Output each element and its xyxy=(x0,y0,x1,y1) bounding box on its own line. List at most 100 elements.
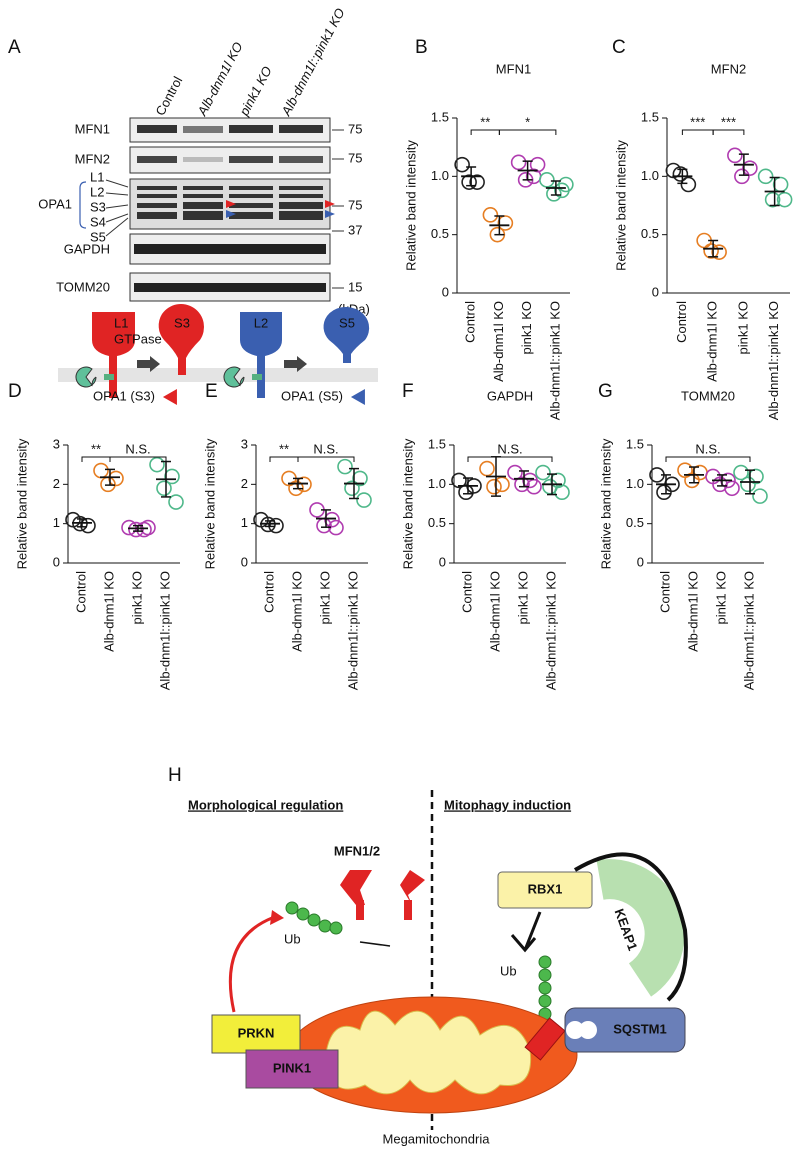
lane-labels: Control Alb-dnm1l KO pink1 KO Alb-dnm1l:… xyxy=(152,6,347,119)
significance-label: ** xyxy=(91,441,101,456)
mw-marker: 75 xyxy=(348,121,362,136)
band xyxy=(134,283,326,292)
data-point xyxy=(734,168,750,185)
chart-title: OPA1 (S3) xyxy=(93,388,155,403)
data-point xyxy=(451,472,467,489)
protease xyxy=(75,366,97,388)
section-title: Mitophagy induction xyxy=(444,797,571,812)
y-tick-label: 0 xyxy=(442,284,449,299)
title-marker xyxy=(162,389,177,405)
x-tick-label: Control xyxy=(459,571,474,613)
row-label: OPA1 xyxy=(38,196,72,211)
sqstm1-box xyxy=(564,1007,686,1053)
prkn-box xyxy=(211,1014,301,1054)
significance-label: N.S. xyxy=(695,441,720,456)
lane-label: Control xyxy=(152,74,185,118)
data-point xyxy=(454,156,470,173)
arrow xyxy=(359,941,391,947)
data-point xyxy=(514,476,530,493)
row-labels: MFN1 MFN2 OPA1 GAPDH TOMM20 xyxy=(38,121,110,294)
cartoon-label: S3 xyxy=(174,315,190,330)
data-point xyxy=(546,186,562,202)
data-point xyxy=(680,176,697,193)
data-point xyxy=(93,462,109,479)
significance-bracket xyxy=(109,456,167,462)
protein-label: PINK1 xyxy=(273,1060,311,1075)
y-tick-label: 1.5 xyxy=(626,436,644,451)
x-tick-label: Control xyxy=(73,571,88,613)
band-label: S3 xyxy=(90,199,106,214)
opa1-cartoon: L1 GTPase S3 L2 S5 xyxy=(58,303,378,398)
band xyxy=(137,156,177,163)
band xyxy=(183,126,223,133)
y-tick-label: 0.5 xyxy=(428,515,446,530)
x-tick-label: pink1 KO xyxy=(129,571,144,624)
arrow xyxy=(137,356,160,372)
y-tick-label: 0.5 xyxy=(431,226,449,241)
x-tick-label: Alb-dnm1l KO xyxy=(101,571,116,652)
band xyxy=(134,244,326,254)
x-tick-label: Alb-dnm1l::pink1 KO xyxy=(547,301,562,420)
data-point xyxy=(268,517,284,534)
model-diagram: H Morphological regulation Mitophagy ind… xyxy=(168,765,688,1146)
data-point xyxy=(482,207,499,223)
data-point xyxy=(684,472,700,489)
cartoon-label: L1 xyxy=(114,315,128,330)
opa1-bands xyxy=(137,186,323,220)
data-point xyxy=(764,191,781,208)
band xyxy=(279,156,323,163)
data-point xyxy=(727,147,743,164)
panel-letter: A xyxy=(8,37,21,58)
data-point xyxy=(469,174,485,190)
opa1-l2 xyxy=(240,312,282,398)
y-tick-label: 1 xyxy=(53,515,60,530)
protein-label: RBX1 xyxy=(528,881,563,896)
s3-arrow xyxy=(226,200,236,208)
y-axis-label: Relative band intensity xyxy=(403,140,418,271)
row-label: TOMM20 xyxy=(56,279,110,294)
panel-letter: F xyxy=(402,381,414,402)
arrow xyxy=(284,356,307,372)
protein-label: PRKN xyxy=(238,1025,275,1040)
row-label: MFN1 xyxy=(75,121,110,136)
data-point xyxy=(356,492,372,508)
band-label: L2 xyxy=(90,184,104,199)
feedback-arrow xyxy=(573,852,688,1002)
y-tick-label: 1.0 xyxy=(431,168,449,183)
band xyxy=(183,157,223,162)
y-tick-label: 0 xyxy=(53,554,60,569)
data-point xyxy=(665,162,682,179)
y-tick-label: 2 xyxy=(53,476,60,491)
lane-label: Alb-dnm1l::pink1 KO xyxy=(278,6,348,119)
data-point xyxy=(529,156,546,173)
x-tick-label: Alb-dnm1l::pink1 KO xyxy=(766,301,781,420)
significance-bracket xyxy=(665,456,751,462)
y-tick-label: 1.0 xyxy=(626,476,644,491)
data-point xyxy=(711,244,727,260)
opa1-brace xyxy=(79,181,87,229)
data-point xyxy=(344,480,360,497)
significance-bracket xyxy=(269,456,299,462)
significance-label: N.S. xyxy=(125,441,150,456)
cleavage-site xyxy=(252,374,262,380)
y-axis-label: Relative band intensity xyxy=(14,438,29,569)
rbx1-box xyxy=(497,871,593,909)
cartoon-label: GTPase xyxy=(114,331,162,346)
y-axis-label: Relative band intensity xyxy=(400,438,415,569)
chart-title: MFN1 xyxy=(496,61,531,76)
y-tick-label: 2 xyxy=(241,476,248,491)
data-point xyxy=(149,456,165,473)
band-label: L1 xyxy=(90,169,104,184)
data-point xyxy=(740,476,756,493)
data-point xyxy=(168,494,184,510)
s5-arrow xyxy=(226,210,236,218)
y-tick-label: 1.5 xyxy=(428,436,446,451)
data-point xyxy=(164,468,180,485)
data-point xyxy=(656,484,672,501)
significance-label: N.S. xyxy=(497,441,522,456)
x-tick-label: Control xyxy=(657,571,672,613)
data-point xyxy=(724,480,740,497)
panel-letter: H xyxy=(168,765,182,786)
data-point xyxy=(733,464,749,481)
